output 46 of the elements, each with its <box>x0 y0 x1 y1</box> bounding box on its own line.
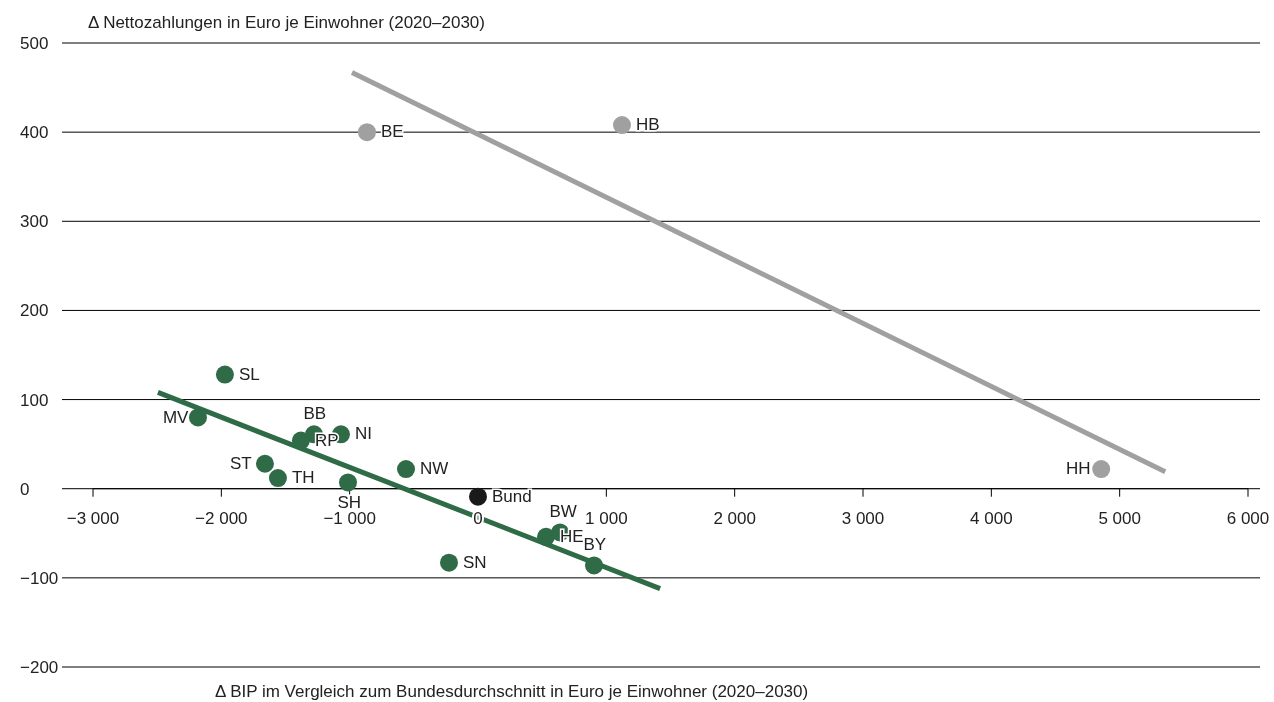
annotation: HB <box>635 115 660 135</box>
y-tick-label: 400 <box>20 123 49 143</box>
point <box>612 116 631 135</box>
point <box>268 469 287 488</box>
point <box>440 553 458 572</box>
y-tick-label: 0 <box>20 479 30 499</box>
x-tick-label: −3 000 <box>66 508 120 528</box>
annotation: HH <box>1066 459 1091 479</box>
y-tick-label: −100 <box>20 568 59 588</box>
point <box>215 365 234 384</box>
point <box>291 431 310 450</box>
y-tick-label: 100 <box>20 390 49 410</box>
annotation: NI <box>354 424 372 444</box>
annotation: BY <box>583 534 607 554</box>
annotation: SL <box>238 364 260 384</box>
y-tick-label: 500 <box>20 34 49 53</box>
annotation: SN <box>463 552 487 572</box>
x-tick-label: 4 000 <box>970 508 1013 528</box>
annotation: Bund <box>492 486 532 506</box>
point <box>397 460 416 479</box>
annotation: RP <box>314 430 339 450</box>
annotation: MV <box>162 407 190 427</box>
y-tick-label: 300 <box>20 212 49 232</box>
point <box>255 454 274 473</box>
x-tick-label: 1 000 <box>585 508 628 528</box>
x-axis-title: Δ BIP im Vergleich zum Bundesdurchschnitt in Euro je Einwohner (2020–2030) <box>215 682 809 701</box>
annotation: ST <box>229 453 252 473</box>
annotation: TH <box>291 468 315 488</box>
point <box>585 556 604 575</box>
y-tick-label: −200 <box>20 658 59 677</box>
x-tick-label: 3 000 <box>841 508 885 528</box>
x-tick-label: 6 000 <box>1226 508 1270 528</box>
point <box>188 408 207 427</box>
annotation: HE <box>560 526 584 546</box>
point <box>1092 460 1111 479</box>
annotation: BB <box>303 403 327 423</box>
point <box>339 473 357 492</box>
y-tick-label: 200 <box>20 301 49 321</box>
x-tick-label: 5 000 <box>1098 508 1141 528</box>
annotation: BW <box>549 501 577 521</box>
point <box>357 123 376 142</box>
point <box>469 487 487 506</box>
y-axis-title: Δ Nettozahlungen in Euro je Einwohner (2020–2030) <box>88 13 485 32</box>
annotation: NW <box>420 459 449 479</box>
x-tick-label: −2 000 <box>195 508 248 528</box>
x-tick-label: 2 000 <box>713 508 756 528</box>
